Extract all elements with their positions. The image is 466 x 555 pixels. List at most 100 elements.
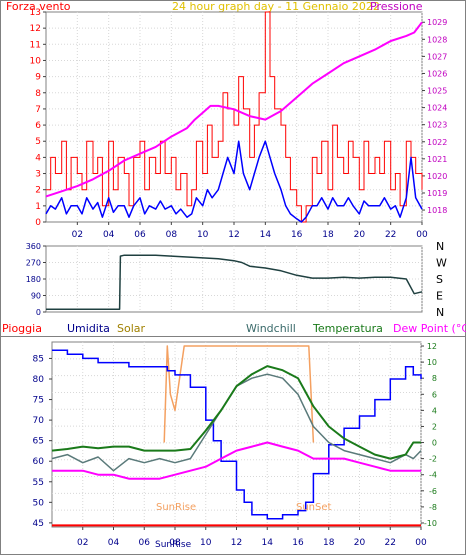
wind-tick-label: 5 <box>35 137 41 147</box>
wind-pressure-panel: 0123456789101112131018101910201021102210… <box>30 8 448 240</box>
p1-xtick-label: 20 <box>354 230 366 240</box>
pressure-tick-label: 1023 <box>427 121 447 130</box>
p1-xtick-label: 10 <box>197 230 209 240</box>
p3-xtick-label: 14 <box>262 538 274 548</box>
dewpoint-line <box>52 441 421 480</box>
windchill-line <box>51 373 422 472</box>
humidity-tick-label: 55 <box>33 478 44 488</box>
p1-xtick-label: 12 <box>228 230 239 240</box>
legend-humidity: Umidita <box>67 322 110 335</box>
wind-tick-label: 13 <box>30 8 41 18</box>
pressure-tick-label: 1024 <box>427 104 447 113</box>
wind-tick-label: 9 <box>35 73 41 83</box>
pressure-tick-label: 1025 <box>427 87 447 96</box>
compass-tick-label: W <box>436 257 447 270</box>
sunrise-annotation: SunRise <box>156 502 196 513</box>
direction-tick-label: 0 <box>36 308 41 317</box>
compass-tick-label: N <box>436 240 444 253</box>
pressure-tick-label: 1027 <box>427 52 447 61</box>
pressure-tick-label: 1018 <box>427 206 447 215</box>
temperature-tick-label: 6 <box>432 390 437 399</box>
wind-gust-line <box>46 11 423 223</box>
p1-xtick-label: 04 <box>103 230 115 240</box>
wind-tick-label: 6 <box>35 121 41 131</box>
legend-rain: Pioggia <box>2 322 42 335</box>
temperature-tick-label: -10 <box>424 519 437 528</box>
temperature-tick-label: -2 <box>429 455 437 464</box>
pressure-tick-label: 1028 <box>427 35 447 44</box>
wind-tick-label: 2 <box>35 186 41 196</box>
compass-tick-label: N <box>436 306 444 319</box>
legend-dewpoint: Dew Point (°C) <box>393 322 466 335</box>
pressure-tick-label: 1022 <box>427 138 447 147</box>
wind-direction-line <box>46 254 423 311</box>
humidity-tick-label: 75 <box>33 396 44 406</box>
wind-tick-label: 10 <box>30 56 42 66</box>
wind-tick-label: 7 <box>35 105 41 115</box>
temperature-tick-label: 10 <box>427 358 437 367</box>
p1-xtick-label: 18 <box>322 230 334 240</box>
pressure-line <box>45 21 423 198</box>
p1-xtick-label: 22 <box>385 230 396 240</box>
wind-tick-label: 12 <box>30 24 41 34</box>
sunset-annotation: SunSet <box>296 502 332 513</box>
compass-tick-label: E <box>436 290 443 303</box>
wind-tick-label: 1 <box>35 202 41 212</box>
p3-xtick-label: 12 <box>231 538 242 548</box>
temperature-tick-label: -8 <box>429 503 437 512</box>
temperature-line <box>51 365 421 460</box>
legend-temperature: Temperatura <box>312 322 383 335</box>
humidity-tick-label: 85 <box>33 354 44 364</box>
compass-tick-label: S <box>436 273 443 286</box>
p1-xtick-label: 08 <box>166 230 178 240</box>
temperature-tick-label: 0 <box>432 439 437 448</box>
temperature-tick-label: 12 <box>427 342 437 351</box>
wind-tick-label: 0 <box>35 218 41 228</box>
p3-xtick-label: 06 <box>139 538 151 548</box>
humidity-tick-label: 65 <box>33 437 44 447</box>
humidity-line <box>52 349 422 520</box>
direction-tick-label: 90 <box>31 292 41 301</box>
pressure-tick-label: 1020 <box>427 172 447 181</box>
temperature-tick-label: -6 <box>429 487 437 496</box>
p1-xtick-label: 14 <box>260 230 272 240</box>
p3-xtick-label: 20 <box>354 538 366 548</box>
p1-xtick-label: 06 <box>134 230 146 240</box>
pressure-tick-label: 1019 <box>427 189 447 198</box>
direction-tick-label: 180 <box>26 275 41 284</box>
p1-xtick-label: 16 <box>291 230 303 240</box>
wind-tick-label: 11 <box>30 40 41 50</box>
wind-tick-label: 4 <box>35 153 41 163</box>
p3-xtick-label: 16 <box>292 538 304 548</box>
pressure-tick-label: 1026 <box>427 69 447 78</box>
p3-xtick-label: 04 <box>108 538 120 548</box>
p3-xtick-label: 02 <box>77 538 88 548</box>
temperature-humidity-panel: 455055606570758085-10-8-6-4-202468101202… <box>33 341 437 548</box>
legend-solar: Solar <box>117 322 146 335</box>
humidity-tick-label: 50 <box>33 498 45 508</box>
temperature-tick-label: -4 <box>429 471 437 480</box>
chart-title: 24 hour graph day - 11 Gennaio 2022 <box>172 0 380 13</box>
wind-average-line <box>45 140 423 223</box>
p3-xtick-label: 18 <box>323 538 335 548</box>
p3-xtick-label: 00 <box>415 538 427 548</box>
humidity-tick-label: 80 <box>33 375 45 385</box>
sunrise-axis-label: SunRise <box>155 540 192 550</box>
wind-direction-panel: 0 N 90 E 180 S 270 W 360 N <box>26 240 447 319</box>
wind-axis-label: Forza vento <box>6 0 71 13</box>
p3-xtick-label: 22 <box>385 538 396 548</box>
pressure-tick-label: 1021 <box>427 155 447 164</box>
pressure-tick-label: 1029 <box>427 18 447 27</box>
direction-tick-label: 270 <box>26 259 41 268</box>
temperature-tick-label: 4 <box>432 406 437 415</box>
solar-line <box>163 345 315 443</box>
humidity-tick-label: 45 <box>33 519 44 529</box>
p3-xtick-label: 08 <box>169 538 181 548</box>
wind-tick-label: 8 <box>35 89 41 99</box>
pressure-axis-label: Pressione <box>370 0 423 13</box>
temperature-tick-label: 2 <box>432 422 437 431</box>
humidity-tick-label: 70 <box>33 416 45 426</box>
p1-xtick-label: 00 <box>416 230 428 240</box>
